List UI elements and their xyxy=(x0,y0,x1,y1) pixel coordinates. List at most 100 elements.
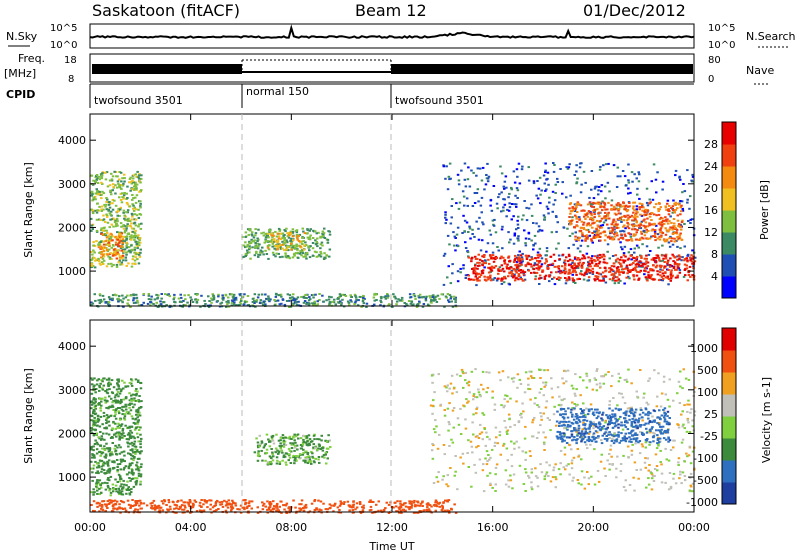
power-cell xyxy=(691,257,694,260)
power-cell xyxy=(340,303,343,306)
power-cell xyxy=(114,235,117,238)
power-cell xyxy=(424,297,428,300)
velocity-cell xyxy=(114,399,117,402)
velocity-cell xyxy=(117,380,120,383)
velocity-cell xyxy=(137,413,140,416)
velocity-cell xyxy=(95,388,98,390)
velocity-cell xyxy=(289,442,292,445)
velocity-cell xyxy=(123,418,127,421)
power-cell xyxy=(632,205,635,208)
power-cell xyxy=(453,244,456,247)
power-cell xyxy=(123,214,126,217)
power-cell xyxy=(600,217,604,220)
velocity-cell xyxy=(103,377,106,380)
power-cell xyxy=(102,298,106,301)
power-cell xyxy=(668,220,671,223)
velocity-cell xyxy=(311,440,314,443)
power-cell xyxy=(128,220,132,222)
velocity-cell xyxy=(302,509,306,512)
velocity-cell xyxy=(118,506,121,509)
power-cell xyxy=(450,300,453,303)
power-cell xyxy=(564,264,567,267)
power-cell xyxy=(515,256,519,259)
velocity-cell xyxy=(306,451,310,454)
power-cell xyxy=(543,262,547,265)
power-cell xyxy=(212,294,215,297)
power-cell xyxy=(459,271,462,274)
power-cell xyxy=(644,262,648,265)
power-cell xyxy=(623,233,627,236)
power-cell xyxy=(626,225,629,228)
power-cell xyxy=(101,248,105,251)
power-cell xyxy=(613,225,616,228)
power-cell xyxy=(105,248,109,251)
power-cell xyxy=(227,305,231,308)
power-cell xyxy=(548,201,551,204)
power-cell xyxy=(502,209,505,212)
power-cell xyxy=(594,275,597,278)
velocity-cell xyxy=(239,504,243,507)
power-cell xyxy=(434,296,437,299)
power-cell xyxy=(296,237,299,240)
power-cell xyxy=(622,202,625,205)
power-cell xyxy=(333,298,336,301)
power-cell xyxy=(672,260,675,263)
power-cell xyxy=(493,277,496,280)
power-cell xyxy=(571,277,574,280)
power-cell xyxy=(640,214,644,217)
power-cell xyxy=(666,199,670,202)
power-cell xyxy=(383,296,386,299)
power-cell xyxy=(669,277,673,280)
power-cell xyxy=(445,296,448,299)
power-cell xyxy=(317,255,320,258)
power-cell xyxy=(661,272,665,275)
power-cell xyxy=(284,244,288,247)
velocity-cell xyxy=(179,505,183,508)
power-cell xyxy=(595,271,599,274)
power-cell xyxy=(672,225,675,228)
power-cell xyxy=(451,198,454,201)
velocity-cell xyxy=(649,470,652,473)
power-cell xyxy=(279,245,282,248)
power-cell xyxy=(253,254,257,257)
velocity-cell xyxy=(372,501,375,503)
velocity-cell xyxy=(131,449,134,452)
velocity-cell xyxy=(102,384,105,387)
power-cell xyxy=(93,209,97,212)
power-cell xyxy=(413,295,417,298)
velocity-cell xyxy=(258,434,261,437)
power-cell xyxy=(524,254,528,257)
velocity-cell xyxy=(111,461,114,463)
power-cell xyxy=(580,239,584,242)
power-cell xyxy=(690,254,693,257)
power-cell xyxy=(353,303,356,306)
velocity-cell xyxy=(288,506,291,509)
power-cell xyxy=(473,192,477,194)
velocity-cell xyxy=(95,441,99,444)
velocity-cell xyxy=(121,429,124,432)
power-cell xyxy=(614,231,617,234)
power-cell xyxy=(630,238,633,240)
power-cell xyxy=(492,266,496,269)
power-cell xyxy=(102,255,106,258)
velocity-cell xyxy=(243,508,246,511)
power-cell xyxy=(111,183,115,186)
power-cell xyxy=(594,260,597,263)
power-cell xyxy=(244,236,247,238)
velocity-cell xyxy=(332,504,336,507)
freq-top: 18 xyxy=(64,55,77,66)
power-colorbar-tick: 20 xyxy=(704,182,718,195)
power-cell xyxy=(564,282,568,285)
velocity-cell xyxy=(127,465,131,468)
power-cell xyxy=(429,296,432,299)
power-cell xyxy=(286,245,289,248)
power-cell xyxy=(597,272,601,275)
velocity-cell xyxy=(102,415,106,418)
velocity-cell xyxy=(288,449,292,452)
power-cell xyxy=(131,179,134,182)
power-cell xyxy=(286,232,289,235)
power-cell xyxy=(546,207,550,210)
power-cell xyxy=(638,173,641,176)
power-cell xyxy=(286,241,289,244)
velocity-cell xyxy=(119,390,123,393)
